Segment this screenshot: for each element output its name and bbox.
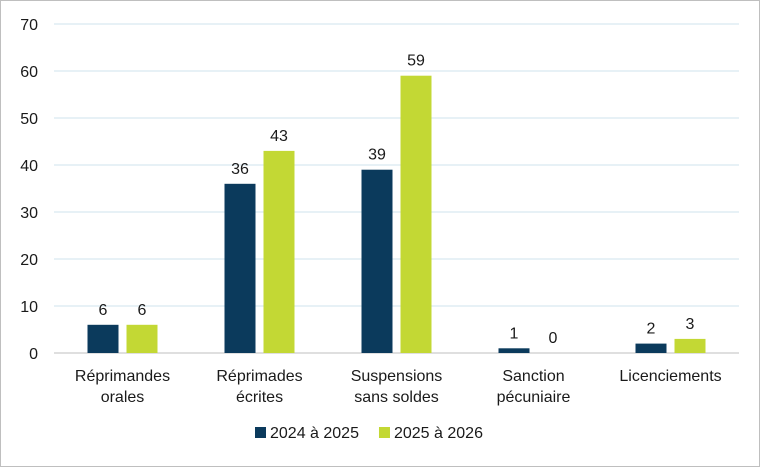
y-tick-label: 20 [20,252,38,269]
category-label: pécuniaire [497,389,571,406]
y-tick-label: 30 [20,205,38,222]
category-labels: Réprimandes orales Réprimades écrites Suspen… [75,368,722,406]
category-label: Réprimades [216,368,302,385]
data-labels: 6 6 36 43 39 59 1 0 2 3 [99,53,695,347]
data-label: 36 [231,161,249,178]
data-label: 3 [686,316,695,333]
y-tick-label: 60 [20,64,38,81]
bar [361,169,393,353]
category-label: sans soldes [354,389,439,406]
data-label: 59 [407,53,425,70]
data-label: 39 [368,147,386,164]
y-tick-label: 40 [20,158,38,175]
y-tick-label: 50 [20,111,38,128]
legend-swatch [378,427,390,438]
data-label: 0 [549,330,558,347]
bar [87,324,119,353]
y-tick-label: 10 [20,299,38,316]
bar [674,338,706,353]
y-tick-label: 70 [20,17,38,34]
legend: 2024 à 2025 2025 à 2026 [255,425,483,442]
data-label: 1 [510,325,519,342]
bars [87,75,706,353]
category-label: Réprimandes [75,368,170,385]
category-label: orales [101,389,145,406]
category-label: Suspensions [351,368,443,385]
data-label: 6 [138,302,147,319]
category-label: Licenciements [619,368,721,385]
bar [224,183,256,353]
grid-lines [54,23,739,354]
data-label: 43 [270,128,288,145]
bar [498,348,530,353]
y-axis-tick-labels: 0 10 20 30 40 50 60 70 [20,17,38,363]
y-tick-label: 0 [29,346,38,363]
bar [126,324,158,353]
legend-label: 2025 à 2026 [394,425,483,442]
category-label: écrites [236,389,283,406]
bar [635,343,667,353]
data-label: 6 [99,302,108,319]
bar [400,75,432,353]
bar [263,150,295,353]
legend-label: 2024 à 2025 [270,425,359,442]
category-label: Sanction [502,368,564,385]
legend-swatch [255,427,266,438]
data-label: 2 [647,321,656,338]
